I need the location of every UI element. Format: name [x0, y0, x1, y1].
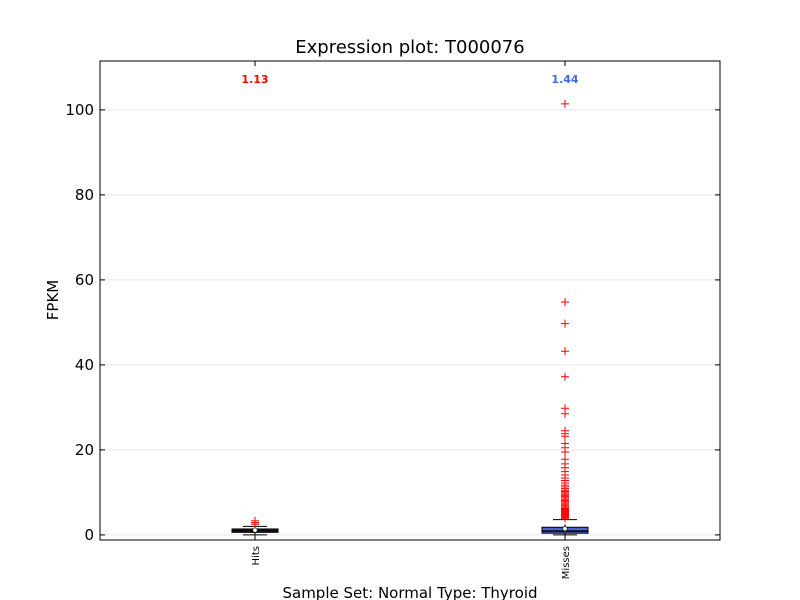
x-axis-label: Sample Set: Normal Type: Thyroid [282, 584, 537, 600]
mean-marker [562, 526, 568, 532]
outlier-point [561, 372, 569, 381]
outlier-point [561, 426, 569, 435]
outlier-point [251, 516, 259, 525]
y-axis-label: FPKM [44, 280, 62, 320]
chart-title: Expression plot: T000076 [295, 37, 524, 58]
category-label-misses: Misses [561, 546, 572, 579]
outlier-point [561, 99, 569, 108]
y-tick-label: 20 [75, 441, 94, 459]
outlier-point [561, 439, 569, 448]
mean-label-misses: 1.44 [551, 73, 578, 86]
outlier-point [561, 319, 569, 328]
y-tick-label: 0 [84, 526, 94, 544]
outlier-point [561, 347, 569, 356]
category-label-hits: Hits [251, 546, 262, 565]
y-tick-label: 40 [75, 356, 94, 374]
mean-label-hits: 1.13 [241, 73, 268, 86]
outlier-point [561, 455, 569, 464]
plot-frame [99, 60, 721, 541]
y-tick-label: 100 [65, 101, 94, 119]
y-tick-label: 60 [75, 271, 94, 289]
outlier-point [561, 404, 569, 413]
outlier-point [561, 297, 569, 306]
mean-marker [252, 527, 258, 533]
y-tick-label: 80 [75, 186, 94, 204]
